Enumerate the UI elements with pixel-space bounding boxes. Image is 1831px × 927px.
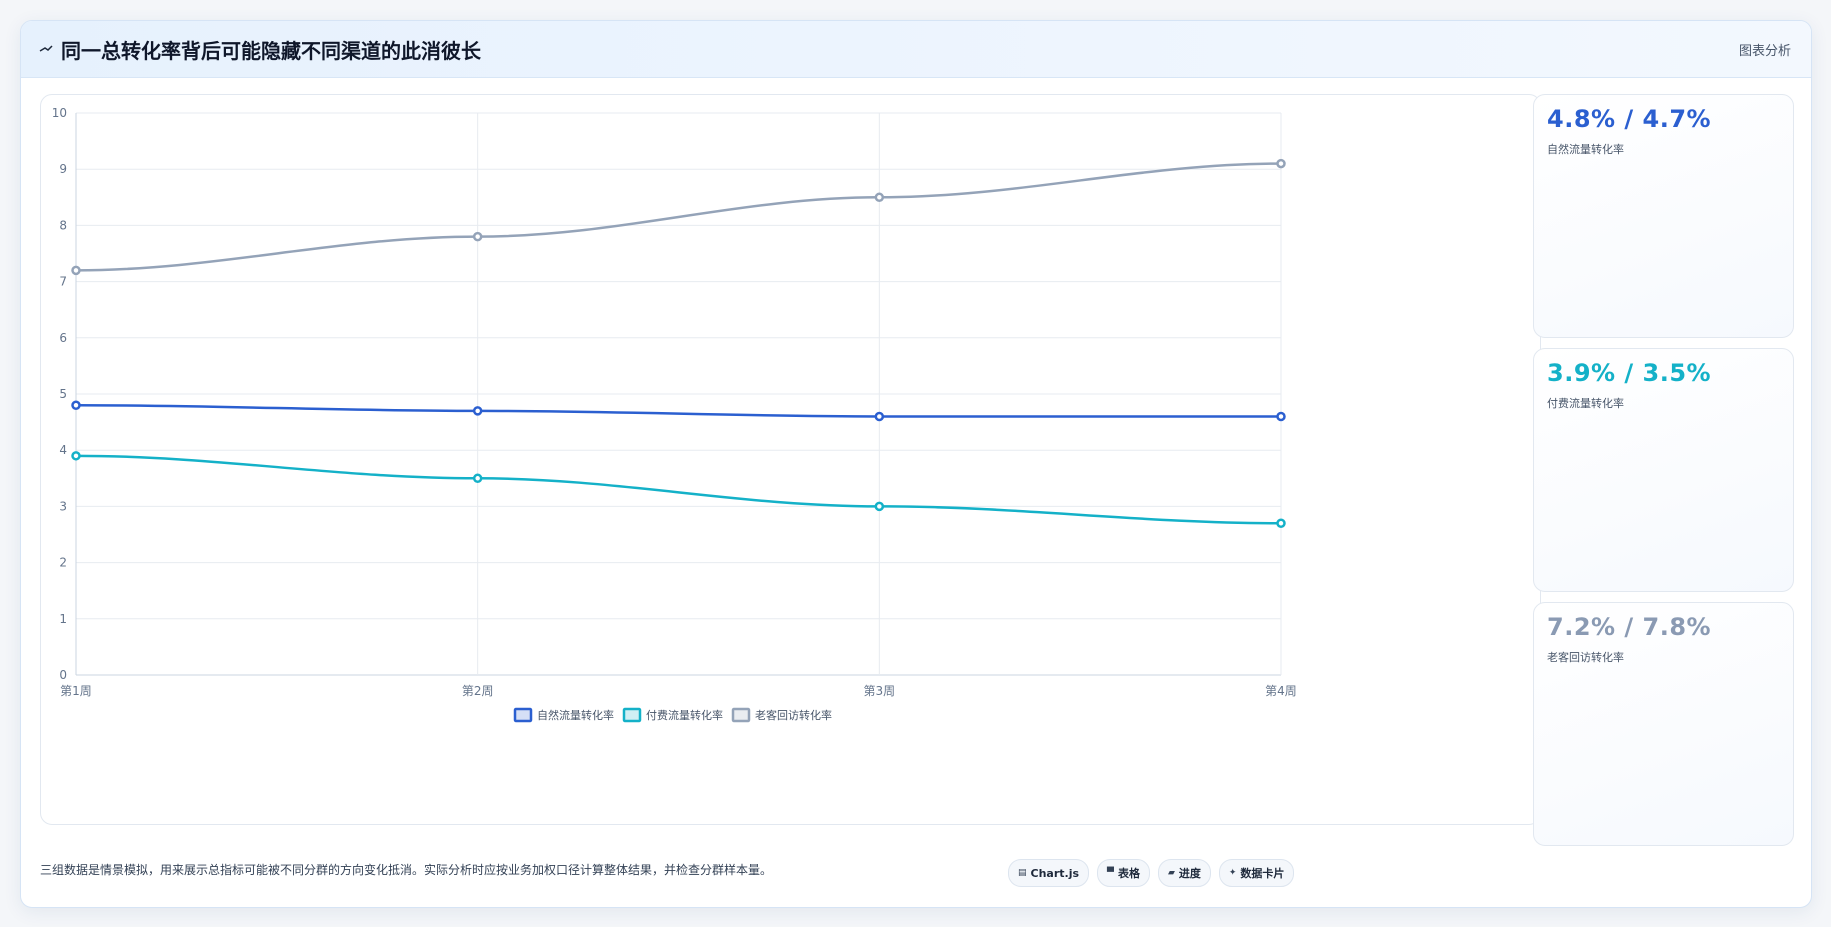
x-tick-label: 第4周 xyxy=(1265,684,1297,698)
data-point xyxy=(874,501,885,512)
data-point xyxy=(874,411,885,422)
chart-panel: 0 1 2 3 4 5 6 7 8 9 10 第1周 第2周 第3周 第4周自然流量转化率 付费流量转化率 老客… xyxy=(40,94,1541,825)
data-point xyxy=(71,451,81,461)
card-header: 同一总转化率背后可能隐藏不同渠道的此消彼长 图表分析 xyxy=(21,21,1811,78)
data-point xyxy=(1276,518,1286,529)
legend-swatch xyxy=(622,707,642,723)
stat-card-organic: 4.8% / 4.7% 自然流量转化率 xyxy=(1533,94,1794,338)
chart-card: 同一总转化率背后可能隐藏不同渠道的此消彼长 图表分析 0 1 2 3 4 5 6 7 8 9 10 第… xyxy=(20,20,1812,908)
chip-label: Chart.js xyxy=(1030,866,1080,880)
page-title: 同一总转化率背后可能隐藏不同渠道的此消彼长 xyxy=(61,38,481,63)
legend-label: 老客回访转化率 xyxy=(755,708,832,722)
sparkle-icon: ✦ xyxy=(1228,868,1237,878)
data-point xyxy=(472,406,483,416)
y-tick-label: 3 xyxy=(59,499,67,513)
legend-label: 自然流量转化率 xyxy=(537,708,614,722)
series-line xyxy=(75,454,1282,525)
chip-data-cards[interactable]: ✦ 数据卡片 xyxy=(1218,859,1295,887)
stat-value: 7.2% / 7.8% xyxy=(1547,613,1712,641)
x-tick-label: 第2周 xyxy=(462,684,494,698)
chip-table[interactable]: ▀ 表格 xyxy=(1097,859,1150,887)
y-tick-label: 9 xyxy=(59,162,67,176)
y-tick-label: 5 xyxy=(59,387,67,401)
stat-label: 付费流量转化率 xyxy=(1547,397,1624,410)
progress-icon: ▰ xyxy=(1167,868,1175,878)
footnote: 三组数据是情景模拟，用来展示总指标可能被不同分群的方向变化抵消。实际分析时应按业… xyxy=(40,863,773,877)
chart-analysis-link[interactable]: 图表分析 xyxy=(1738,43,1791,59)
y-tick-label: 1 xyxy=(59,612,67,626)
y-tick-label: 6 xyxy=(59,331,67,345)
y-tick-label: 7 xyxy=(59,275,67,289)
x-tick-label: 第3周 xyxy=(864,684,896,698)
data-point xyxy=(1276,411,1286,422)
legend-label: 付费流量转化率 xyxy=(646,708,723,722)
series-line xyxy=(75,162,1282,272)
chip-chartjs[interactable]: ▤ Chart.js xyxy=(1008,859,1090,887)
x-tick-label: 第1周 xyxy=(60,684,92,698)
y-tick-label: 8 xyxy=(59,218,67,232)
legend-swatch xyxy=(731,707,751,723)
data-point xyxy=(874,192,885,203)
stat-label: 老客回访转化率 xyxy=(1547,651,1624,664)
data-point xyxy=(472,473,483,484)
stat-value: 4.8% / 4.7% xyxy=(1547,105,1712,133)
chip-label: 数据卡片 xyxy=(1240,867,1285,880)
trend-icon xyxy=(39,45,53,52)
y-tick-label: 10 xyxy=(52,106,67,120)
chart-icon: ▤ xyxy=(1018,868,1027,878)
y-tick-label: 0 xyxy=(59,668,67,682)
chip-label: 表格 xyxy=(1117,867,1140,880)
data-point xyxy=(472,231,483,242)
table-icon: ▀ xyxy=(1107,868,1114,878)
data-point xyxy=(71,400,81,410)
data-point xyxy=(71,265,81,276)
chip-progress[interactable]: ▰ 进度 xyxy=(1157,859,1211,887)
stat-value: 3.9% / 3.5% xyxy=(1547,359,1712,387)
legend-swatch xyxy=(513,707,533,723)
y-tick-label: 2 xyxy=(59,556,67,570)
y-tick-label: 4 xyxy=(59,443,67,457)
data-point xyxy=(1276,158,1286,169)
chip-label: 进度 xyxy=(1178,867,1201,880)
series-line xyxy=(75,403,1281,418)
stat-card-returning: 7.2% / 7.8% 老客回访转化率 xyxy=(1533,602,1794,846)
title-wrap: 同一总转化率背后可能隐藏不同渠道的此消彼长 xyxy=(39,21,481,77)
stat-card-paid: 3.9% / 3.5% 付费流量转化率 xyxy=(1533,348,1794,592)
stat-label: 自然流量转化率 xyxy=(1547,143,1624,156)
tech-chips: ▤ Chart.js ▀ 表格 ▰ 进度 ✦ 数据卡片 xyxy=(1008,859,1295,887)
